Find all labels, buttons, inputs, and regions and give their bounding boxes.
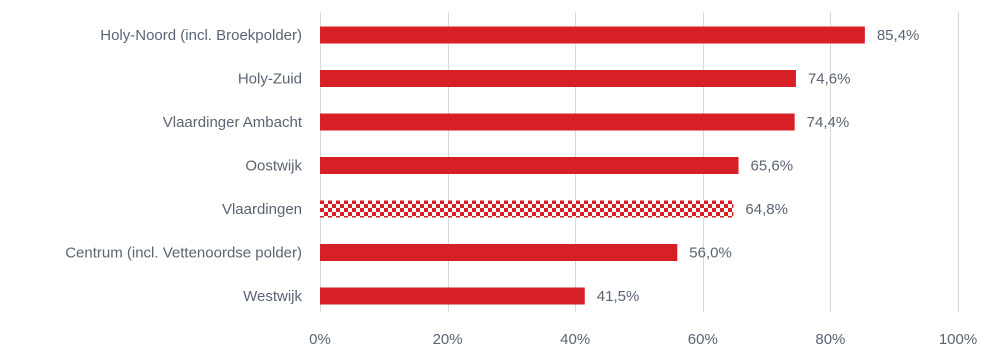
category-label: Vlaardingen	[222, 201, 302, 218]
value-label: 64,8%	[745, 201, 788, 218]
bar	[320, 157, 739, 174]
bar	[320, 26, 865, 44]
value-labels: 85,4% 74,6% 74,4% 65,6% 64,8% 56,0% 41,5%	[597, 27, 920, 305]
x-tick-label: 80%	[815, 331, 845, 348]
category-label: Westwijk	[243, 288, 302, 305]
value-label: 74,6%	[808, 71, 851, 88]
x-tick-label: 100%	[939, 331, 977, 348]
value-label: 65,6%	[751, 158, 794, 175]
category-label: Holy-Noord (incl. Broekpolder)	[100, 27, 302, 44]
bar	[320, 70, 796, 87]
bar	[320, 113, 795, 131]
value-label: 56,0%	[689, 245, 732, 262]
category-label: Holy-Zuid	[238, 71, 302, 88]
x-axis-ticks: 0% 20% 40% 60% 80% 100%	[309, 331, 977, 348]
category-label: Vlaardinger Ambacht	[163, 114, 303, 131]
category-label: Oostwijk	[245, 158, 302, 175]
x-tick-label: 0%	[309, 331, 331, 348]
x-tick-label: 20%	[433, 331, 463, 348]
value-label: 74,4%	[807, 114, 850, 131]
bar	[320, 244, 678, 261]
category-labels: Holy-Noord (incl. Broekpolder) Holy-Zuid V…	[65, 27, 303, 305]
bars	[320, 26, 865, 305]
category-label: Centrum (incl. Vettenoordse polder)	[65, 245, 302, 262]
bar	[320, 287, 585, 305]
x-tick-label: 40%	[560, 331, 590, 348]
x-tick-label: 60%	[688, 331, 718, 348]
value-label: 41,5%	[597, 288, 640, 305]
value-label: 85,4%	[877, 27, 920, 44]
bar	[320, 200, 734, 218]
